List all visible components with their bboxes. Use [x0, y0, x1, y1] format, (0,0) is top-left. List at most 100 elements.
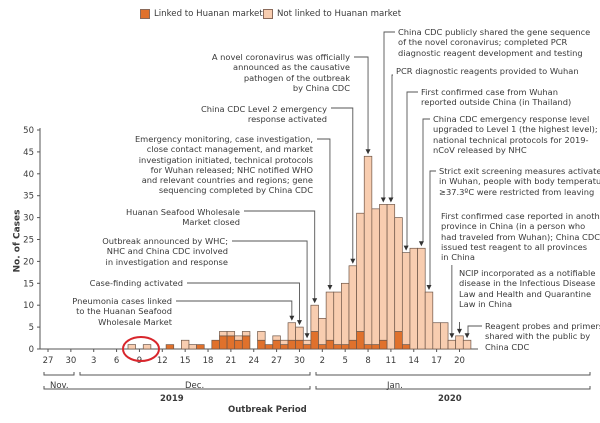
annotation-line: Emergency monitoring, case investigation…: [134, 134, 313, 144]
annotation: A novel coronavirus was officially announ…: [212, 52, 350, 93]
bar-not-linked: [310, 304, 319, 332]
annotation-line: close contact management, and market: [146, 144, 313, 155]
year-label-2020: 2020: [438, 394, 462, 404]
month-bracket-nov: [43, 372, 75, 376]
arrowhead-icon: [312, 298, 318, 304]
annotation-line: had traveled from Wuhan); China CDC: [441, 231, 600, 242]
y-tick-label: 25: [23, 236, 34, 246]
annotation-line: shared with the public by: [485, 331, 591, 342]
annotation-leader-line: [354, 56, 369, 151]
x-tick-label: 30: [65, 356, 76, 366]
annotation-line: ≥37.3ºC were restricted from leaving: [439, 186, 595, 197]
arrowhead-icon: [449, 333, 455, 339]
legend-label-not-linked: Not linked to Huanan market: [277, 9, 402, 19]
annotation-line: national technical protocols for 2019-: [433, 134, 589, 145]
annotation-line: upgraded to Level 1 (the highest level);: [433, 124, 598, 135]
annotation-leader-line: [317, 138, 331, 287]
annotation-line: investigation initiated, technical proto…: [138, 154, 313, 165]
not-linked-swatch-icon: [263, 9, 273, 19]
annotation-line: China CDC publicly shared the gene seque…: [398, 27, 591, 37]
y-tick-label: 45: [23, 148, 34, 158]
x-tick-label: 8: [365, 356, 370, 366]
annotation-line: Market closed: [182, 217, 240, 228]
x-tick-label: 24: [248, 356, 259, 366]
y-tick-label: 15: [23, 279, 34, 289]
y-tick-label: 35: [23, 192, 34, 202]
year-label-2019: 2019: [160, 394, 184, 404]
y-tick-label: 50: [23, 126, 34, 136]
x-tick-label: 5: [342, 356, 347, 366]
legend-label-linked: Linked to Huanan market: [154, 9, 263, 19]
bar-linked: [341, 344, 350, 350]
y-axis-title: No. of Cases: [12, 209, 23, 273]
annotation: Pneumonia cases linked to the Huanan Seaf…: [72, 296, 172, 327]
annotation-line: in China: [441, 252, 475, 263]
annotation-line: pathogen of the outbreak: [243, 72, 350, 83]
annotation-line: diagnostic reagent development and testi…: [398, 47, 583, 58]
bar-not-linked: [386, 204, 396, 350]
bar-not-linked: [234, 335, 243, 341]
bar-not-linked: [356, 212, 365, 332]
bar-linked: [371, 344, 380, 350]
month-bracket-jan: [315, 372, 591, 376]
annotation: Emergency monitoring, case investigation…: [135, 134, 313, 196]
bar-not-linked: [348, 265, 357, 341]
annotation-line: China CDC emergency response level: [433, 114, 590, 124]
bar-linked: [211, 339, 220, 350]
annotation-line: announced as the causative: [233, 62, 350, 73]
y-tick-label: 0: [29, 345, 34, 355]
annotation-line: NHC and China CDC involved: [106, 246, 228, 257]
annotation-line: Reagent probes and primers: [485, 321, 600, 331]
annotation-line: Wholesale Market: [98, 316, 172, 327]
annotation-line: to the Huanan Seafood: [76, 306, 172, 317]
arrowhead-icon: [380, 197, 386, 203]
arrowhead-icon: [365, 149, 371, 155]
bar-linked: [310, 331, 319, 350]
x-tick-label: 27: [43, 356, 54, 366]
x-tick-label: 3: [91, 356, 96, 366]
annotation-line: nCoV released by NHC: [433, 144, 527, 155]
x-tick-label: 21: [225, 356, 236, 366]
legend-item-linked: Linked to Huanan market: [140, 9, 263, 19]
annotation-line: NCIP incorporated as a notifiable: [459, 268, 596, 278]
month-label-nov: Nov.: [50, 381, 69, 391]
bar-linked: [379, 339, 388, 350]
annotation-leader-line: [422, 118, 430, 243]
annotation: Strict exit screening measures activated…: [439, 166, 600, 197]
annotation-line: sequencing completed by China CDC: [158, 185, 313, 196]
arrowhead-icon: [327, 285, 333, 291]
month-bracket-dec: [79, 372, 311, 376]
annotation-line: A novel coronavirus was officially: [211, 52, 350, 62]
annotation-leader-line: [383, 31, 395, 199]
month-label-jan: Jan.: [387, 381, 403, 391]
annotation: Reagent probes and primers shared with th…: [485, 321, 600, 352]
bar-not-linked: [409, 247, 418, 350]
x-tick-label: 30: [294, 356, 305, 366]
bar-not-linked: [341, 282, 350, 345]
bar-not-linked: [280, 339, 289, 345]
annotation: Outbreak announced by WHC; NHC and China …: [102, 236, 228, 267]
annotation-line: response activated: [247, 114, 327, 125]
bar-not-linked: [219, 331, 228, 337]
arrowhead-icon: [296, 320, 302, 326]
bar-not-linked: [333, 291, 342, 345]
bar-not-linked: [127, 344, 136, 350]
annotation-line: Law and Health and Quarantine: [459, 288, 592, 299]
x-tick-label: 15: [180, 356, 191, 366]
bar-not-linked: [455, 335, 464, 350]
annotation: First confirmed case reported in another…: [441, 211, 600, 262]
bar-not-linked: [188, 344, 197, 350]
annotation-line: Strict exit screening measures activated: [439, 166, 600, 176]
annotation: China CDC publicly shared the gene seque…: [398, 27, 590, 58]
bar-not-linked: [181, 339, 190, 350]
y-tick-label: 20: [23, 257, 34, 267]
bar-linked: [325, 339, 335, 350]
bar-linked: [356, 331, 365, 350]
bar-linked: [333, 344, 342, 350]
x-tick-label: 27: [271, 356, 282, 366]
arrowhead-icon: [403, 245, 409, 251]
bar-not-linked: [440, 322, 449, 350]
annotation: Case-finding activated: [90, 278, 183, 288]
annotation-leader-line: [187, 282, 300, 322]
